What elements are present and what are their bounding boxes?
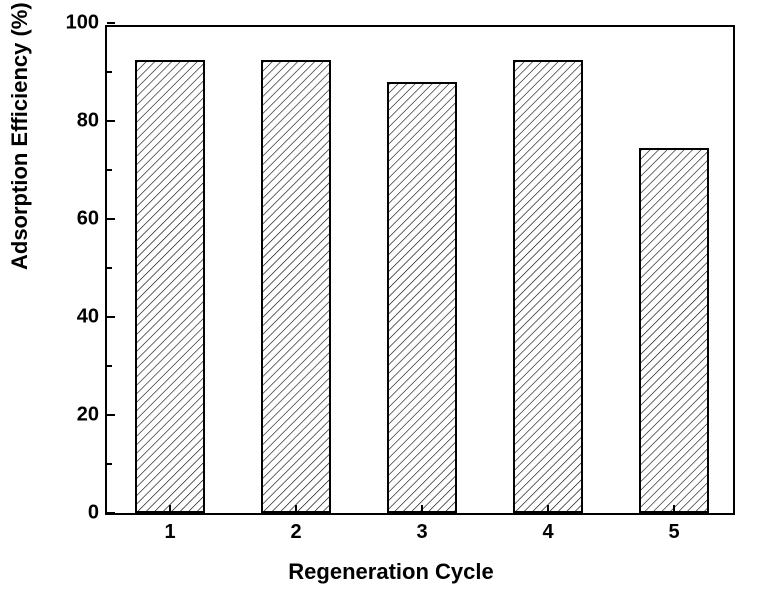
y-minor-tick [107,169,112,171]
y-tick-label: 40 [77,306,99,329]
y-tick-mark [107,22,115,24]
y-tick-mark [107,316,115,318]
y-minor-tick [107,463,112,465]
y-minor-tick [107,71,112,73]
y-tick-mark [107,120,115,122]
y-tick-label: 20 [77,404,99,427]
y-tick-mark [107,512,115,514]
y-tick-label: 60 [77,208,99,231]
bar [639,148,708,513]
bar [261,60,330,513]
bar [387,82,456,513]
x-tick-label: 3 [416,521,427,544]
y-tick-mark [107,414,115,416]
x-axis-label: Regeneration Cycle [288,559,493,585]
y-tick-label: 80 [77,110,99,133]
y-axis-label: Adsorption Efficiency (%) [7,2,33,270]
plot-area: 02040608010012345 [105,25,735,515]
y-tick-label: 0 [88,502,99,525]
x-tick-label: 1 [164,521,175,544]
x-tick-label: 4 [542,521,553,544]
y-minor-tick [107,267,112,269]
y-tick-label: 100 [66,12,99,35]
x-tick-label: 2 [290,521,301,544]
y-minor-tick [107,365,112,367]
chart-container: 02040608010012345 [105,25,735,515]
x-tick-label: 5 [668,521,679,544]
y-tick-mark [107,218,115,220]
bar [135,60,204,513]
bar [513,60,582,513]
